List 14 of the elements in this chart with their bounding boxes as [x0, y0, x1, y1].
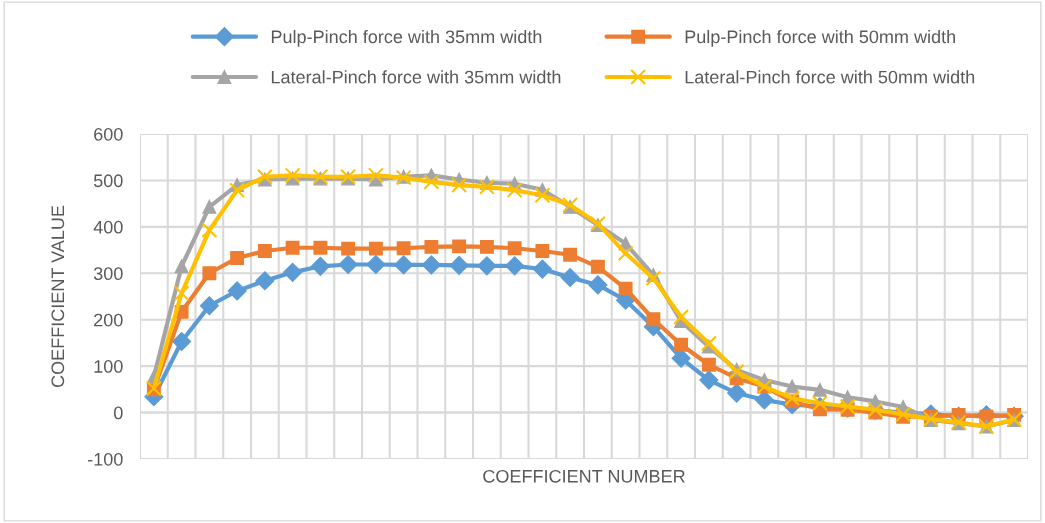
x-axis-title: COEFFICIENT NUMBER — [483, 469, 685, 483]
legend-label: Lateral-Pinch force with 35mm width — [271, 70, 561, 84]
y-axis-title: COEFFICIENT VALUE — [51, 205, 65, 388]
y-tick-label: 100 — [94, 360, 123, 373]
y-tick-label: 300 — [93, 267, 123, 281]
legend-label: Pulp-Pinch force with 50mm width — [685, 29, 955, 47]
y-tick-label: 500 — [93, 174, 123, 188]
y-tick-label: 400 — [93, 220, 123, 234]
y-tick-label: 0 — [114, 406, 123, 420]
y-tick-label: 600 — [94, 127, 123, 141]
y-tick-label: -100 — [88, 452, 123, 466]
y-tick-label: 200 — [94, 313, 123, 327]
legend-label: Pulp-Pinch force with 35mm width — [271, 29, 542, 47]
legend-label: Lateral-Pinch force with 50mm width — [685, 70, 975, 84]
